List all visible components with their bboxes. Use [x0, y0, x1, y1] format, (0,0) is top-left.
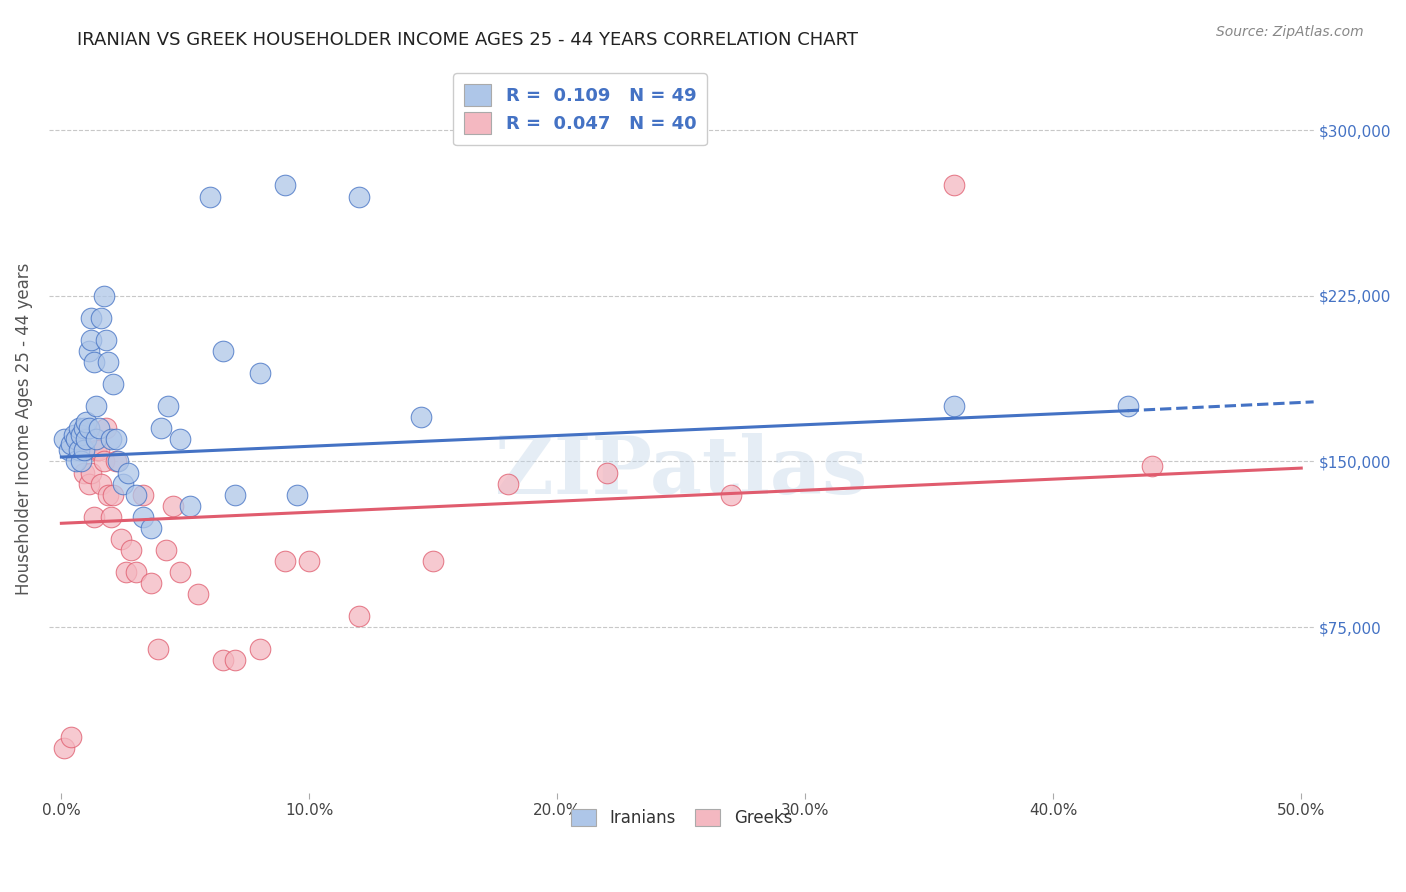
- Point: [90, 310, 112, 325]
- Point: [77, 421, 100, 435]
- Point: [943, 178, 966, 193]
- Point: [80, 310, 103, 325]
- Point: [298, 554, 321, 568]
- Point: [97, 487, 120, 501]
- Point: [70, 428, 93, 442]
- Point: [77, 476, 100, 491]
- Point: [67, 443, 90, 458]
- Point: [409, 410, 432, 425]
- Point: [104, 433, 127, 447]
- Point: [67, 421, 90, 435]
- Point: [104, 454, 127, 468]
- Point: [107, 454, 129, 468]
- Point: [146, 642, 169, 657]
- Point: [94, 421, 117, 435]
- Point: [187, 587, 209, 601]
- Point: [70, 454, 93, 468]
- Text: ZIPatlas: ZIPatlas: [495, 434, 868, 511]
- Point: [60, 437, 83, 451]
- Point: [273, 178, 295, 193]
- Point: [52, 433, 75, 447]
- Legend: Iranians, Greeks: Iranians, Greeks: [562, 800, 800, 835]
- Point: [73, 421, 96, 435]
- Point: [198, 189, 221, 203]
- Point: [169, 433, 191, 447]
- Point: [84, 399, 107, 413]
- Point: [73, 443, 96, 458]
- Point: [87, 443, 110, 458]
- Point: [211, 344, 233, 359]
- Point: [249, 642, 271, 657]
- Point: [943, 399, 966, 413]
- Point: [94, 333, 117, 347]
- Point: [120, 542, 142, 557]
- Point: [58, 443, 80, 458]
- Point: [347, 609, 370, 624]
- Point: [1142, 458, 1164, 473]
- Point: [249, 366, 271, 380]
- Point: [80, 466, 103, 480]
- Point: [422, 554, 444, 568]
- Point: [103, 377, 125, 392]
- Point: [103, 487, 125, 501]
- Point: [224, 487, 246, 501]
- Point: [84, 433, 107, 447]
- Point: [125, 487, 148, 501]
- Point: [211, 653, 233, 667]
- Point: [155, 542, 177, 557]
- Point: [90, 476, 112, 491]
- Point: [65, 433, 87, 447]
- Point: [77, 344, 100, 359]
- Point: [83, 509, 105, 524]
- Point: [112, 476, 135, 491]
- Point: [65, 454, 87, 468]
- Point: [80, 333, 103, 347]
- Point: [156, 399, 179, 413]
- Point: [75, 415, 97, 429]
- Point: [149, 421, 172, 435]
- Point: [110, 532, 132, 546]
- Point: [125, 565, 148, 579]
- Point: [720, 487, 742, 501]
- Point: [139, 575, 162, 590]
- Text: IRANIAN VS GREEK HOUSEHOLDER INCOME AGES 25 - 44 YEARS CORRELATION CHART: IRANIAN VS GREEK HOUSEHOLDER INCOME AGES…: [77, 31, 858, 49]
- Point: [117, 466, 139, 480]
- Point: [62, 428, 84, 442]
- Point: [132, 487, 155, 501]
- Point: [162, 499, 184, 513]
- Point: [97, 355, 120, 369]
- Point: [224, 653, 246, 667]
- Point: [139, 521, 162, 535]
- Point: [1116, 399, 1139, 413]
- Point: [67, 433, 90, 447]
- Point: [60, 731, 83, 745]
- Point: [75, 433, 97, 447]
- Text: Source: ZipAtlas.com: Source: ZipAtlas.com: [1216, 25, 1364, 39]
- Point: [83, 355, 105, 369]
- Point: [100, 433, 122, 447]
- Point: [169, 565, 191, 579]
- Point: [596, 466, 619, 480]
- Point: [87, 421, 110, 435]
- Point: [73, 466, 96, 480]
- Point: [273, 554, 295, 568]
- Point: [132, 509, 155, 524]
- Point: [84, 443, 107, 458]
- Point: [285, 487, 308, 501]
- Point: [115, 565, 138, 579]
- Point: [93, 289, 115, 303]
- Point: [100, 509, 122, 524]
- Point: [93, 454, 115, 468]
- Point: [347, 189, 370, 203]
- Point: [75, 443, 97, 458]
- Point: [496, 476, 519, 491]
- Y-axis label: Householder Income Ages 25 - 44 years: Householder Income Ages 25 - 44 years: [15, 262, 32, 595]
- Point: [179, 499, 201, 513]
- Point: [52, 741, 75, 756]
